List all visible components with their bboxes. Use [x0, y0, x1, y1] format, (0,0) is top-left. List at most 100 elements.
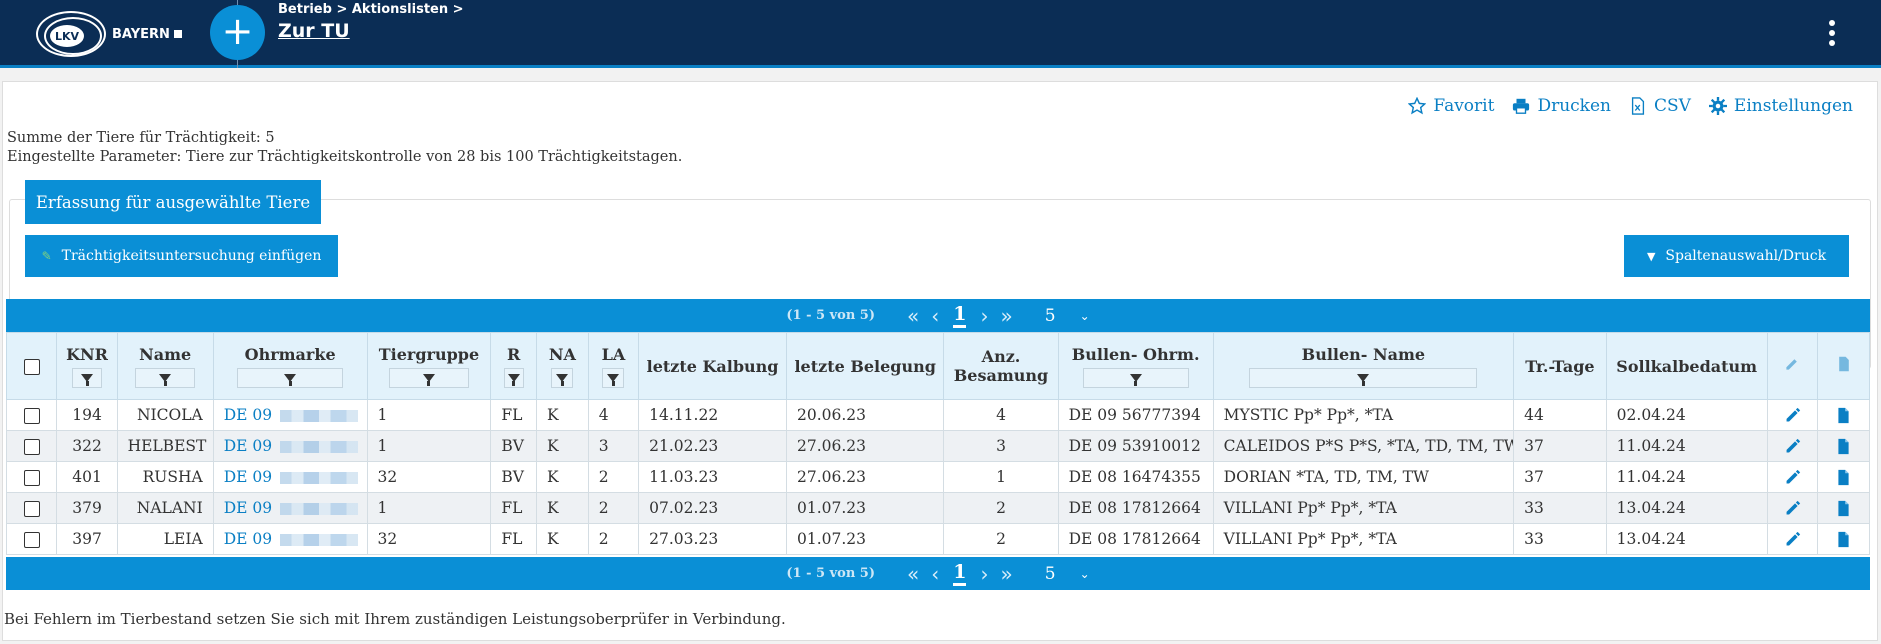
row-checkbox[interactable]	[23, 532, 40, 548]
edit-row-button[interactable]	[1766, 461, 1819, 493]
col-bullen-ohrm[interactable]: Bullen- Ohrm.	[1057, 332, 1214, 400]
pencil-icon	[1786, 408, 1801, 422]
col-na[interactable]: NA	[536, 332, 589, 400]
edit-row-button[interactable]	[1766, 430, 1819, 462]
edit-row-button[interactable]	[1766, 399, 1819, 431]
filter-icon[interactable]	[388, 367, 469, 388]
first-page-icon[interactable]: «	[907, 303, 920, 328]
kebab-icon[interactable]	[1829, 20, 1835, 50]
favorit-button[interactable]: Favorit	[1408, 96, 1494, 116]
breadcrumb[interactable]: Betrieb > Aktionslisten >	[278, 2, 464, 17]
document-column-header	[1817, 332, 1870, 400]
filter-icon[interactable]	[237, 367, 344, 388]
filter-icon[interactable]	[503, 367, 524, 388]
add-button[interactable]: +	[210, 5, 265, 60]
row-checkbox[interactable]	[23, 439, 40, 455]
chevron-down-icon[interactable]: ⌄	[1079, 308, 1090, 323]
filter-icon[interactable]	[72, 367, 103, 388]
current-page[interactable]: 1	[953, 561, 967, 586]
table-row[interactable]: 397 LEIA DE 09 32 FL K 2 27.03.23 01.07.23 2 DE 08…	[5, 523, 1870, 555]
page-size-select[interactable]: 5	[1044, 563, 1056, 584]
document-row-button[interactable]	[1817, 461, 1870, 493]
bullen-ohrm-cell: DE 08 17812664	[1057, 492, 1214, 524]
edit-row-button[interactable]	[1766, 523, 1819, 555]
lkv-bayern-logo[interactable]: LKV BAYERN	[36, 11, 182, 57]
belegung-cell: 27.06.23	[785, 430, 945, 462]
page-size-select[interactable]: 5	[1044, 305, 1056, 326]
bullen-name-cell: DORIAN *TA, TD, TM, TW	[1212, 461, 1515, 493]
edit-row-button[interactable]	[1766, 492, 1819, 524]
row-checkbox[interactable]	[23, 470, 40, 486]
col-bullen-name[interactable]: Bullen- Name	[1212, 332, 1515, 400]
ohrmarke-cell[interactable]: DE 09	[212, 399, 368, 431]
row-checkbox[interactable]	[23, 501, 40, 517]
filter-icon[interactable]	[1082, 367, 1189, 388]
col-tiergruppe[interactable]: Tiergruppe	[366, 332, 492, 400]
col-r[interactable]: R	[490, 332, 538, 400]
redacted-ohrmarke	[280, 410, 359, 422]
einstellungen-button[interactable]: Einstellungen	[1708, 96, 1853, 116]
drucken-button[interactable]: Drucken	[1512, 96, 1611, 116]
table-row[interactable]: 379 NALANI DE 09 1 FL K 2 07.02.23 01.07.23 2 DE 0…	[5, 492, 1870, 524]
belegung-cell: 01.07.23	[785, 523, 945, 555]
col-name[interactable]: Name	[116, 332, 214, 400]
first-page-icon[interactable]: «	[907, 561, 920, 586]
col-ohrmarke[interactable]: Ohrmarke	[212, 332, 368, 400]
sollkalbedatum-cell: 13.04.24	[1605, 523, 1768, 555]
ohrmarke-cell[interactable]: DE 09	[212, 523, 368, 555]
document-row-button[interactable]	[1817, 430, 1870, 462]
col-sollkalbedatum[interactable]: Sollkalbedatum	[1605, 332, 1768, 400]
filter-icon[interactable]	[1249, 367, 1478, 388]
row-checkbox[interactable]	[23, 408, 40, 424]
document-row-button[interactable]	[1817, 492, 1870, 524]
next-page-icon[interactable]: ›	[980, 303, 989, 328]
ohrmarke-cell[interactable]: DE 09	[212, 492, 368, 524]
csv-button[interactable]: CSV	[1629, 96, 1691, 116]
sollkalbedatum-cell: 13.04.24	[1605, 492, 1768, 524]
untersuchung-einfuegen-button[interactable]: ✎ Trächtigkeitsuntersuchung einfügen	[25, 235, 338, 277]
kalbung-cell: 07.02.23	[638, 492, 787, 524]
last-page-icon[interactable]: »	[1000, 561, 1013, 586]
erfassung-button[interactable]: Erfassung für ausgewählte Tiere	[25, 180, 321, 224]
belegung-cell: 20.06.23	[785, 399, 945, 431]
page-title[interactable]: Zur TU	[278, 20, 350, 42]
col-anz-besamung[interactable]: Anz. Besamung	[943, 332, 1059, 400]
document-row-button[interactable]	[1817, 399, 1870, 431]
spaltenauswahl-button[interactable]: ▼ Spaltenauswahl/Druck	[1624, 235, 1849, 277]
current-page[interactable]: 1	[953, 303, 967, 328]
col-knr[interactable]: KNR	[56, 332, 118, 400]
filter-icon[interactable]	[551, 367, 574, 388]
prev-page-icon[interactable]: ‹	[931, 561, 940, 586]
col-letzte-kalbung[interactable]: letzte Kalbung	[638, 332, 787, 400]
knr-cell: 397	[56, 523, 118, 555]
name-cell: NALANI	[116, 492, 214, 524]
row-select-cell	[5, 523, 58, 555]
select-all-checkbox[interactable]	[23, 359, 40, 375]
na-cell: K	[536, 523, 589, 555]
row-select-cell	[5, 430, 58, 462]
table-row[interactable]: 322 HELBEST DE 09 1 BV K 3 21.02.23 27.06.23 3 DE …	[5, 430, 1870, 462]
last-page-icon[interactable]: »	[1000, 303, 1013, 328]
filter-icon[interactable]	[602, 367, 625, 388]
chevron-down-icon[interactable]: ⌄	[1079, 566, 1090, 581]
col-la[interactable]: LA	[587, 332, 640, 400]
next-page-icon[interactable]: ›	[980, 561, 989, 586]
filter-icon[interactable]	[135, 367, 196, 388]
ohrmarke-cell[interactable]: DE 09	[212, 430, 368, 462]
sollkalbedatum-cell: 11.04.24	[1605, 430, 1768, 462]
table-row[interactable]: 194 NICOLA DE 09 1 FL K 4 14.11.22 20.06.23 4 DE 0…	[5, 399, 1870, 431]
col-tr-tage[interactable]: Tr.-Tage	[1513, 332, 1607, 400]
ohrmarke-cell[interactable]: DE 09	[212, 461, 368, 493]
na-cell: K	[536, 492, 589, 524]
redacted-ohrmarke	[280, 441, 359, 453]
besamung-cell: 1	[943, 461, 1059, 493]
summary-info: Summe der Tiere für Trächtigkeit: 5 Eing…	[7, 129, 682, 167]
document-icon	[1838, 501, 1849, 517]
col-letzte-belegung[interactable]: letzte Belegung	[785, 332, 945, 400]
prev-page-icon[interactable]: ‹	[931, 303, 940, 328]
tr-tage-cell: 37	[1513, 430, 1607, 462]
document-row-button[interactable]	[1817, 523, 1870, 555]
name-cell: NICOLA	[116, 399, 214, 431]
table-row[interactable]: 401 RUSHA DE 09 32 BV K 2 11.03.23 27.06.23 1 DE 0…	[5, 461, 1870, 493]
tiergruppe-cell: 32	[366, 461, 492, 493]
